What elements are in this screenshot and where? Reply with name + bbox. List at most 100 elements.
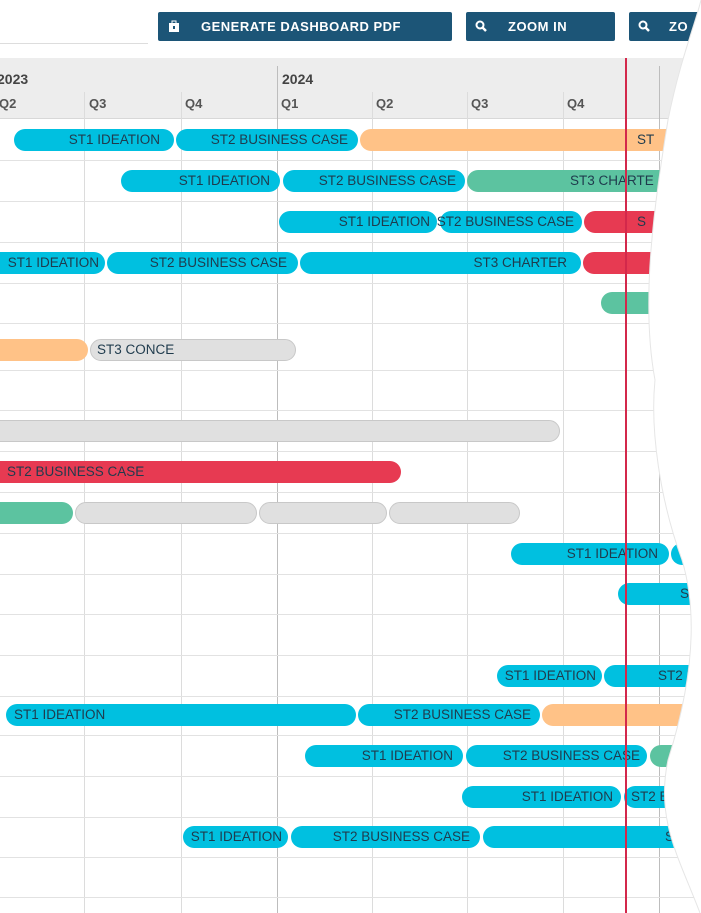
icon xyxy=(638,20,650,32)
quarter-line xyxy=(563,92,564,913)
quarter-label: Q2 xyxy=(376,96,394,111)
row-line xyxy=(0,735,701,736)
task-bar xyxy=(75,502,257,524)
task-bar xyxy=(0,339,88,361)
task-bar xyxy=(467,170,701,192)
task-label: ST1 IDEATION xyxy=(361,748,453,763)
task-bar xyxy=(183,826,288,848)
button-label: ZO xyxy=(669,19,689,34)
task-label: ST2 B xyxy=(658,668,696,683)
task-bar xyxy=(483,826,701,848)
icon xyxy=(475,20,487,32)
row-line xyxy=(0,323,701,324)
row-line xyxy=(0,242,701,243)
quarter-label: Q4 xyxy=(185,96,203,111)
row-line xyxy=(0,614,701,615)
row-line xyxy=(0,817,701,818)
zoom-out-button[interactable]: ZO xyxy=(629,12,701,41)
task-label: ST1 IDEATION xyxy=(504,668,596,683)
task-label: ST3 CHARTER xyxy=(473,255,567,270)
task-label: S xyxy=(637,214,647,229)
task-bar xyxy=(291,826,480,848)
task-bar xyxy=(0,252,105,274)
task-bar xyxy=(0,461,401,483)
row-line xyxy=(0,283,701,284)
task-bar xyxy=(0,420,560,442)
task-bar xyxy=(121,170,280,192)
divider xyxy=(0,43,148,44)
task-bar xyxy=(300,252,581,274)
task-label: ST1 IDEATION xyxy=(566,546,658,561)
timeline-header: 2023 2024 Q2 Q3 Q4 Q1 Q2 Q3 Q4 xyxy=(0,58,701,119)
task-label: ST1 IDEATION xyxy=(14,707,106,722)
row-line xyxy=(0,857,701,858)
task-label: S xyxy=(665,829,675,844)
button-label: ZOOM IN xyxy=(508,19,568,34)
task-label: ST2 BUSINESS CASE xyxy=(502,748,640,763)
task-label: ST1 IDEATION xyxy=(178,173,270,188)
task-label: ST2 BUSINESS CASE xyxy=(210,132,348,147)
row-line xyxy=(0,492,701,493)
button-label: GENERATE DASHBOARD PDF xyxy=(201,19,401,34)
task-label: ST2 BUSINESS CASE xyxy=(436,214,574,229)
quarter-label: Q3 xyxy=(89,96,107,111)
task-label: ST2 BUSINESS CASE xyxy=(149,255,287,270)
task-label: ST xyxy=(637,132,655,147)
quarter-label: Q2 xyxy=(0,96,17,111)
row-line xyxy=(0,160,701,161)
task-bar xyxy=(90,339,296,361)
row-line xyxy=(0,776,701,777)
task-label: S xyxy=(680,586,690,601)
task-bar xyxy=(462,786,621,808)
task-bar xyxy=(618,583,701,605)
task-bar xyxy=(176,129,358,151)
task-label: ST1 IDEATION xyxy=(7,255,99,270)
quarter-label: Q3 xyxy=(471,96,489,111)
task-label: ST1 IDEATION xyxy=(68,132,160,147)
row-line xyxy=(0,201,701,202)
row-line xyxy=(0,574,701,575)
task-bar xyxy=(389,502,520,524)
generate-pdf-button[interactable]: GENERATE DASHBOARD PDF xyxy=(158,12,452,41)
task-label: ST1 IDEATION xyxy=(190,829,282,844)
row-line xyxy=(0,655,701,656)
task-bar xyxy=(604,665,701,687)
task-label: ST2 BUSINESS CASE xyxy=(7,464,145,479)
task-label: ST1 IDEATION xyxy=(338,214,430,229)
task-bar xyxy=(6,704,356,726)
row-line xyxy=(0,533,701,534)
row-line xyxy=(0,897,701,898)
task-bar xyxy=(14,129,174,151)
task-bar xyxy=(107,252,298,274)
task-bar xyxy=(511,543,669,565)
row-line xyxy=(0,451,701,452)
task-label: ST1 IDEATION xyxy=(521,789,613,804)
task-bar xyxy=(440,211,582,233)
row-line xyxy=(0,370,701,371)
year-label: 2024 xyxy=(282,71,314,87)
task-bar xyxy=(259,502,387,524)
task-bar xyxy=(358,704,540,726)
zoom-in-button[interactable]: ZOOM IN xyxy=(466,12,615,41)
year-line xyxy=(659,66,660,913)
quarter-label: Q1 xyxy=(281,96,299,111)
task-bar xyxy=(466,745,647,767)
year-line xyxy=(277,66,278,913)
quarter-label: Q4 xyxy=(567,96,585,111)
task-bar xyxy=(0,502,73,524)
task-label: ST2 BUSINESS CASE xyxy=(393,707,531,722)
icon xyxy=(169,20,179,32)
task-label: ST3 CONCE xyxy=(97,342,175,357)
task-bar xyxy=(283,170,465,192)
task-label: ST3 CHARTE xyxy=(570,173,654,188)
task-bar xyxy=(305,745,463,767)
year-label: 2023 xyxy=(0,71,29,87)
task-bar xyxy=(497,665,602,687)
task-bar xyxy=(279,211,437,233)
row-line xyxy=(0,410,701,411)
task-label: ST2 BUSINESS CASE xyxy=(332,829,470,844)
row-line xyxy=(0,696,701,697)
task-bar xyxy=(360,129,701,151)
